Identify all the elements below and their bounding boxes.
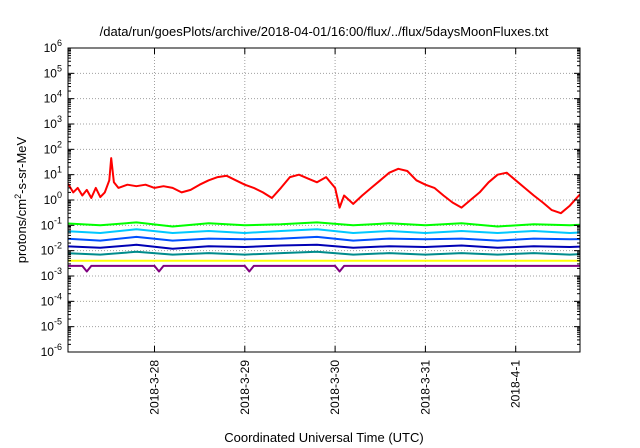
x-tick-label: 2018-3-28: [148, 360, 162, 415]
x-axis-label: Coordinated Universal Time (UTC): [224, 430, 423, 445]
y-tick-label: 10-2: [41, 241, 62, 258]
series-line: [68, 243, 580, 250]
y-axis: 10-6 10-5 10-4 10-3 10-2 10-1 100 101 102 103 104 1…: [41, 38, 580, 359]
grid-lines: [68, 48, 580, 352]
y-tick-label: 105: [44, 63, 62, 80]
y-tick-label: 101: [44, 165, 62, 182]
series-line: [68, 264, 580, 273]
y-tick-label: 106: [44, 38, 62, 55]
x-tick-label: 2018-4-1: [509, 360, 523, 408]
y-axis-label: protons/cm2-s-sr-MeV: [13, 136, 29, 263]
series-line: [68, 235, 580, 242]
series-line: [68, 221, 580, 228]
series-line: [68, 157, 580, 215]
chart-title: /data/run/goesPlots/archive/2018-04-01/1…: [100, 24, 549, 39]
series-line: [68, 250, 580, 256]
series-group: [68, 157, 580, 273]
y-tick-label: 104: [44, 89, 62, 106]
y-tick-label: 102: [44, 139, 62, 156]
x-tick-label: 2018-3-29: [238, 360, 252, 415]
y-tick-label: 100: [44, 190, 62, 207]
series-line: [68, 228, 580, 234]
y-tick-label: 10-4: [41, 291, 62, 308]
y-tick-label: 10-1: [41, 215, 62, 232]
x-axis: 2018-3-28 2018-3-29 2018-3-30 2018-3-31 2018…: [148, 48, 523, 415]
y-tick-label: 10-5: [41, 317, 62, 334]
y-tick-label: 103: [44, 114, 62, 131]
y-tick-label: 10-6: [41, 342, 62, 359]
x-tick-label: 2018-3-31: [418, 360, 432, 415]
y-tick-label: 10-3: [41, 266, 62, 283]
x-tick-label: 2018-3-30: [328, 360, 342, 415]
